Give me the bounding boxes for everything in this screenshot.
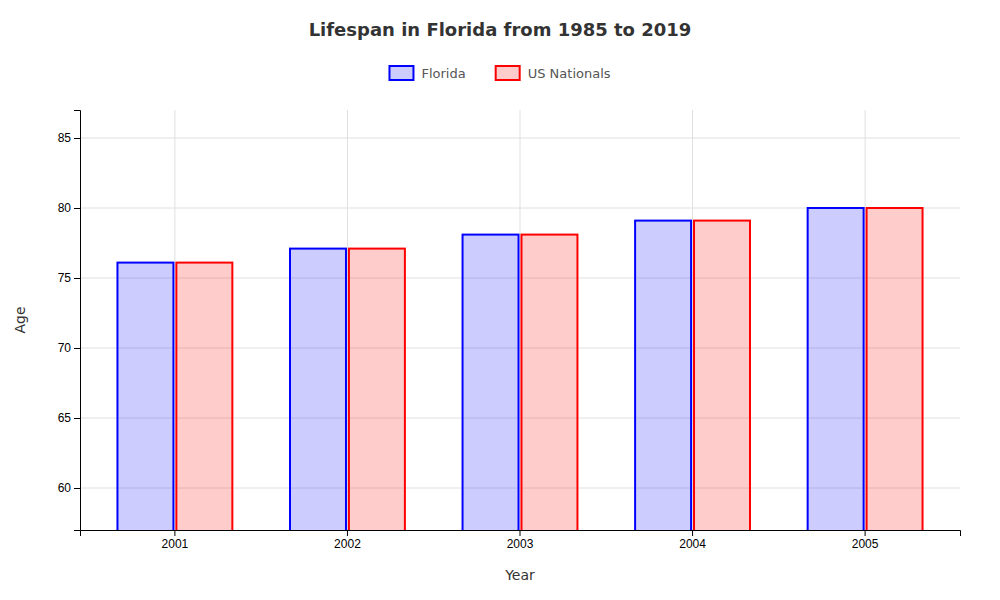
x-tick-label: 2002	[334, 537, 361, 551]
y-tick-label: 80	[58, 201, 72, 215]
y-tick-label: 85	[58, 131, 72, 145]
x-tick: 2001	[162, 530, 189, 551]
y-tick: 70	[58, 341, 80, 355]
x-tick: 2003	[507, 530, 534, 551]
x-axis-line	[81, 531, 961, 537]
y-tick-mark	[74, 418, 80, 419]
grid-line-x	[174, 110, 175, 530]
legend: Florida US Nationals	[389, 66, 610, 81]
grid-line-x	[865, 110, 866, 530]
bar	[117, 263, 173, 530]
grid-line-x	[520, 110, 521, 530]
title: Lifespan in Florida from 1985 to 2019	[309, 19, 692, 40]
x-tick-mark	[692, 530, 693, 536]
x-tick-label: 2005	[852, 537, 879, 551]
x-tick-label: 2004	[679, 537, 706, 551]
y-axis: 60 65 70 75 80 85	[58, 111, 81, 531]
x-tick: 2002	[334, 530, 361, 551]
legend-item: Florida	[389, 66, 465, 81]
bar	[808, 208, 864, 530]
legend-label: US Nationals	[528, 66, 611, 81]
y-tick-label: 65	[58, 411, 72, 425]
x-tick-mark	[865, 530, 866, 536]
x-tick-label: 2001	[162, 537, 189, 551]
y-tick: 80	[58, 201, 80, 215]
bar	[521, 235, 577, 530]
plot: 2001 2002 2003 2004 2005 60 65 70 75 80 85	[58, 110, 961, 600]
bar	[635, 221, 691, 530]
y-tick-mark	[74, 348, 80, 349]
y-tick-mark	[74, 138, 80, 139]
y-tick-label: 75	[58, 271, 72, 285]
y-tick: 85	[58, 131, 80, 145]
bar	[290, 249, 346, 530]
y-tick-label: 60	[58, 481, 72, 495]
bar	[349, 249, 405, 530]
y-tick-mark	[74, 208, 80, 209]
bar	[463, 235, 519, 530]
y-tick: 65	[58, 411, 80, 425]
y-tick-mark	[74, 278, 80, 279]
bar	[176, 263, 232, 530]
x-tick: 2004	[679, 530, 706, 551]
y-tick-label: 70	[58, 341, 72, 355]
x-axis-title: Year	[504, 567, 535, 583]
y-axis-title: Age	[12, 306, 28, 333]
legend-item: US Nationals	[496, 66, 611, 81]
y-tick: 75	[58, 271, 80, 285]
x-tick-mark	[174, 530, 175, 536]
chart: 2001 2002 2003 2004 2005 60 65 70 75 80 85 Year Age L…	[0, 0, 1000, 600]
legend-swatch	[389, 66, 413, 80]
bar	[867, 208, 923, 530]
y-tick-mark	[74, 488, 80, 489]
x-tick-label: 2003	[507, 537, 534, 551]
x-tick-mark	[347, 530, 348, 536]
x-tick: 2005	[852, 530, 879, 551]
bar	[694, 221, 750, 530]
grid-line-x	[347, 110, 348, 530]
x-tick-mark	[520, 530, 521, 536]
y-tick: 60	[58, 481, 80, 495]
y-axis-line	[74, 111, 81, 531]
x-axis: 2001 2002 2003 2004 2005	[81, 530, 961, 551]
legend-swatch	[496, 66, 520, 80]
bars	[117, 208, 922, 530]
legend-label: Florida	[421, 66, 465, 81]
grid-line-x	[692, 110, 693, 530]
